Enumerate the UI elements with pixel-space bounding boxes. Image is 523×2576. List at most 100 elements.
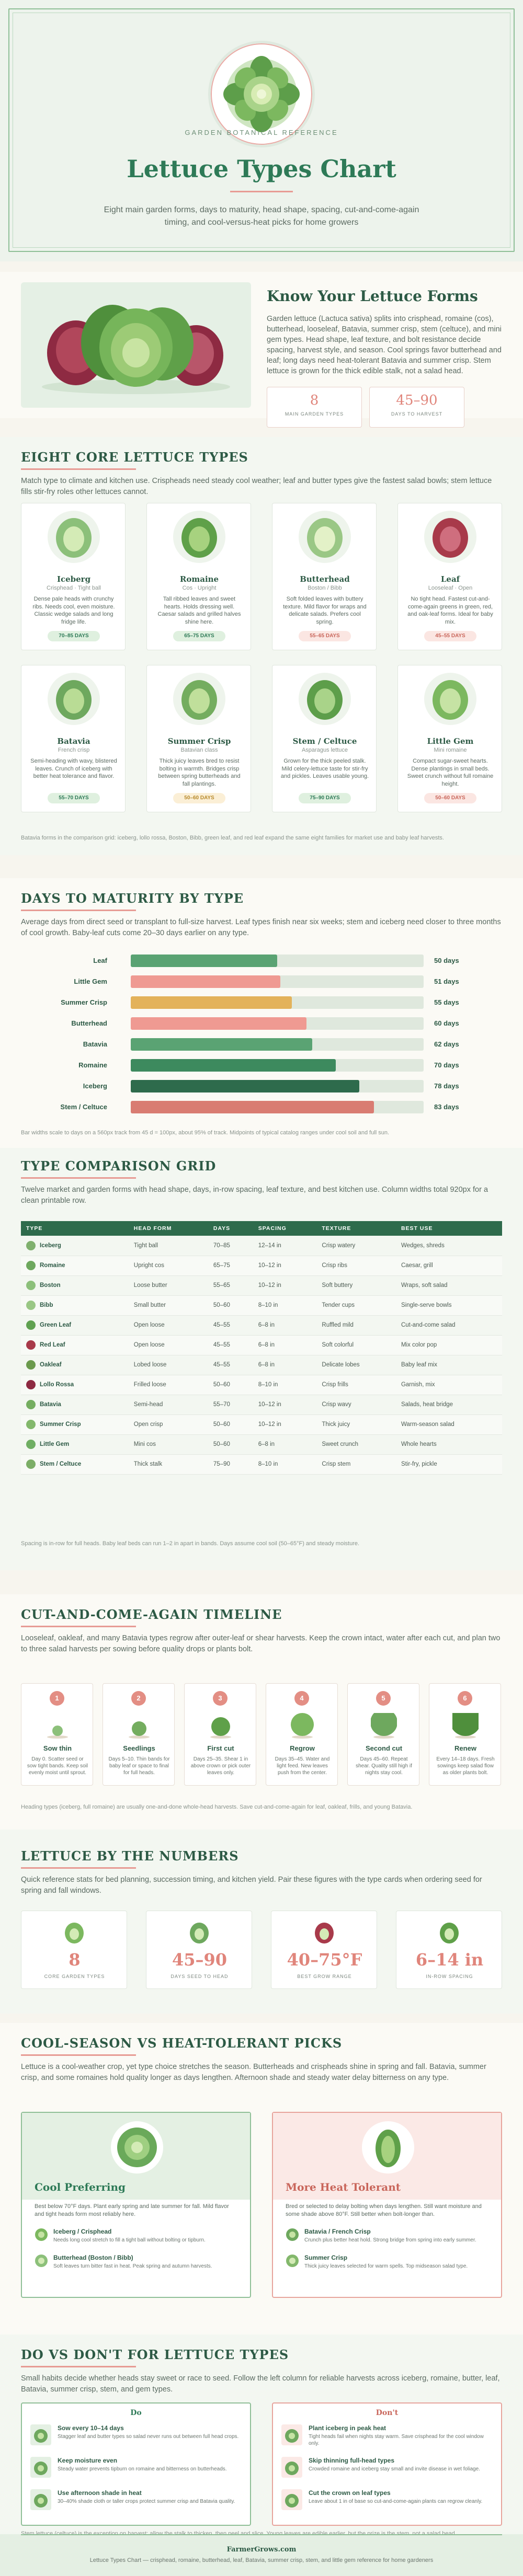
sprout-icon bbox=[450, 1705, 481, 1739]
type-subtitle: Boston / Bibb bbox=[308, 585, 342, 591]
table-row: Green Leaf Open loose 45–55 6–8 in Ruffled m… bbox=[21, 1315, 502, 1336]
lettuce-type-icon bbox=[424, 673, 476, 725]
comparison-section: TYPE COMPARISON GRID Twelve market and g… bbox=[0, 1148, 523, 1570]
table-row: Summer Crisp Open crisp 50–60 10–12 in Thick… bbox=[21, 1414, 502, 1435]
number-tile: 6–14 in IN-ROW SPACING bbox=[396, 1911, 502, 1989]
bar bbox=[131, 1017, 306, 1030]
step-number: 2 bbox=[131, 1691, 146, 1706]
section-desc: Average days from direct seed or transpl… bbox=[21, 918, 501, 937]
number-value: 45–90 bbox=[172, 1950, 228, 1970]
section-note: Batavia forms in the comparison grid: ic… bbox=[21, 835, 444, 841]
number-label: IN-ROW SPACING bbox=[426, 1974, 473, 1979]
table-cell: 10–12 in bbox=[253, 1395, 317, 1415]
table-row: Little Gem Mini cos 50–60 6–8 in Sweet crunc… bbox=[21, 1434, 502, 1455]
table-cell: 8–10 in bbox=[253, 1454, 317, 1475]
section-desc: Twelve market and garden forms with head… bbox=[21, 1186, 488, 1205]
step-desc: Day 0. Scatter seed or sow tight bands. … bbox=[27, 1756, 88, 1776]
number-tile: 8 CORE GARDEN TYPES bbox=[21, 1911, 127, 1989]
number-value: 40–75°F bbox=[287, 1950, 362, 1970]
type-name: Little Gem bbox=[427, 737, 474, 746]
lettuce-type-icon bbox=[26, 1440, 36, 1449]
lettuce-icon bbox=[61, 1918, 87, 1945]
table-cell: Whole hearts bbox=[395, 1434, 502, 1455]
table-cell: Soft colorful bbox=[316, 1335, 396, 1355]
table-cell: 45–55 bbox=[208, 1315, 253, 1336]
tip-title: Sow every 10–14 days bbox=[58, 2424, 124, 2432]
tip-desc: 30–40% shade cloth or taller crops prote… bbox=[58, 2499, 235, 2504]
number-label: BEST GROW RANGE bbox=[297, 1974, 352, 1979]
table-cell: Mix color pop bbox=[395, 1335, 502, 1355]
step-number: 4 bbox=[294, 1691, 309, 1706]
lettuce-type-icon bbox=[26, 1301, 36, 1310]
table-cell: 65–75 bbox=[208, 1256, 253, 1276]
bar bbox=[131, 1038, 313, 1051]
table-cell: Small butter bbox=[128, 1295, 208, 1316]
bar-label: Leaf bbox=[93, 957, 107, 964]
table-cell: Crisp frills bbox=[316, 1375, 396, 1395]
table-cell: 55–70 bbox=[208, 1395, 253, 1415]
bar-label: Iceberg bbox=[83, 1082, 107, 1090]
timeline-step: 4 Regrow Days 35–45. Water and light feed.… bbox=[266, 1683, 338, 1786]
step-desc: Days 45–60. Repeat shear. Quality still … bbox=[356, 1756, 412, 1776]
table-cell: 50–60 bbox=[208, 1434, 253, 1455]
table-cell: 10–12 in bbox=[253, 1414, 317, 1435]
table-cell: Crisp ribs bbox=[316, 1256, 396, 1276]
type-card: Butterhead Boston / Bibb Soft folded leave… bbox=[272, 503, 377, 650]
bar-label: Butterhead bbox=[71, 1019, 107, 1027]
step-number: 1 bbox=[50, 1691, 64, 1706]
section-note: Heading types (iceberg, full romaine) ar… bbox=[21, 1804, 413, 1810]
table-cell: Crisp wavy bbox=[316, 1395, 396, 1415]
type-card: Batavia French crisp Semi-heading with wav… bbox=[21, 665, 126, 812]
section-divider bbox=[21, 1177, 136, 1179]
bar-value-label: 70 days bbox=[434, 1061, 459, 1069]
column-header: TEXTURE bbox=[316, 1221, 396, 1236]
tip-title: Keep moisture even bbox=[58, 2457, 118, 2464]
tip-desc: Leave about 1 in of base so cut-and-come… bbox=[309, 2499, 483, 2504]
table-cell: Romaine bbox=[21, 1256, 129, 1276]
bar bbox=[131, 954, 277, 967]
table-cell: Batavia bbox=[21, 1395, 129, 1415]
footer-site-link[interactable]: FarmerGrows.com bbox=[226, 2546, 297, 2554]
column-header: TYPE bbox=[21, 1221, 129, 1236]
step-title: Seedlings bbox=[123, 1744, 155, 1752]
timeline-section: CUT-AND-COME-AGAIN TIMELINE Looseleaf, o… bbox=[0, 1594, 523, 1843]
lettuce-type-icon bbox=[26, 1459, 36, 1469]
table-cell: Garnish, mix bbox=[395, 1375, 502, 1395]
number-label: CORE GARDEN TYPES bbox=[44, 1974, 105, 1979]
cool-lettuce-icon bbox=[111, 2121, 163, 2174]
sprout-icon bbox=[126, 1713, 152, 1739]
table-cell: 45–55 bbox=[208, 1335, 253, 1355]
lettuce-type-icon bbox=[26, 1340, 36, 1350]
section-title: LETTUCE BY THE NUMBERS bbox=[21, 1848, 239, 1864]
lettuce-photo-icon bbox=[30, 2489, 51, 2510]
timeline-step: 1 Sow thin Day 0. Scatter seed or sow tigh… bbox=[21, 1683, 93, 1786]
step-title: Renew bbox=[454, 1744, 476, 1752]
types-section: EIGHT CORE LETTUCE TYPES Match type to c… bbox=[0, 437, 523, 855]
type-card: Leaf Looseleaf · Open No tight head. Faste… bbox=[397, 503, 502, 650]
table-cell: 70–85 bbox=[208, 1236, 253, 1256]
table-cell: 6–8 in bbox=[253, 1335, 317, 1355]
sprout-icon bbox=[44, 1713, 71, 1739]
type-name: Romaine bbox=[179, 574, 219, 584]
table-body: Iceberg Tight ball 70–85 12–14 in Crisp wate… bbox=[21, 1236, 502, 1475]
type-card: Summer Crisp Batavian class Thick juicy le… bbox=[146, 665, 251, 812]
bar bbox=[131, 1101, 374, 1113]
bar-label: Little Gem bbox=[74, 978, 107, 985]
table-row: Oakleaf Lobed loose 45–55 6–8 in Delicate lo… bbox=[21, 1355, 502, 1375]
bar-label: Batavia bbox=[83, 1040, 107, 1048]
bar-value-label: 51 days bbox=[434, 978, 459, 985]
table-cell: Oakleaf bbox=[21, 1355, 129, 1375]
type-description: Thick juicy leaves bred to resist boltin… bbox=[158, 758, 241, 787]
section-divider bbox=[21, 1867, 136, 1869]
type-name: Romaine bbox=[40, 1262, 65, 1269]
step-desc: Every 14–18 days. Fresh sowings keep sal… bbox=[436, 1756, 495, 1776]
column-header: SPACING bbox=[253, 1221, 317, 1236]
cool-item-desc: Needs long cool stretch to fill a tight … bbox=[53, 2237, 206, 2243]
hero-frame-inner bbox=[13, 13, 510, 248]
days-badge: 50–60 DAYS bbox=[424, 793, 476, 803]
table-cell: Stir-fry, pickle bbox=[395, 1454, 502, 1475]
type-card: Little Gem Mini romaine Compact sugar-swee… bbox=[397, 665, 502, 812]
days-badge: 55–70 DAYS bbox=[48, 793, 100, 803]
number-label: DAYS SEED TO HEAD bbox=[170, 1974, 229, 1979]
